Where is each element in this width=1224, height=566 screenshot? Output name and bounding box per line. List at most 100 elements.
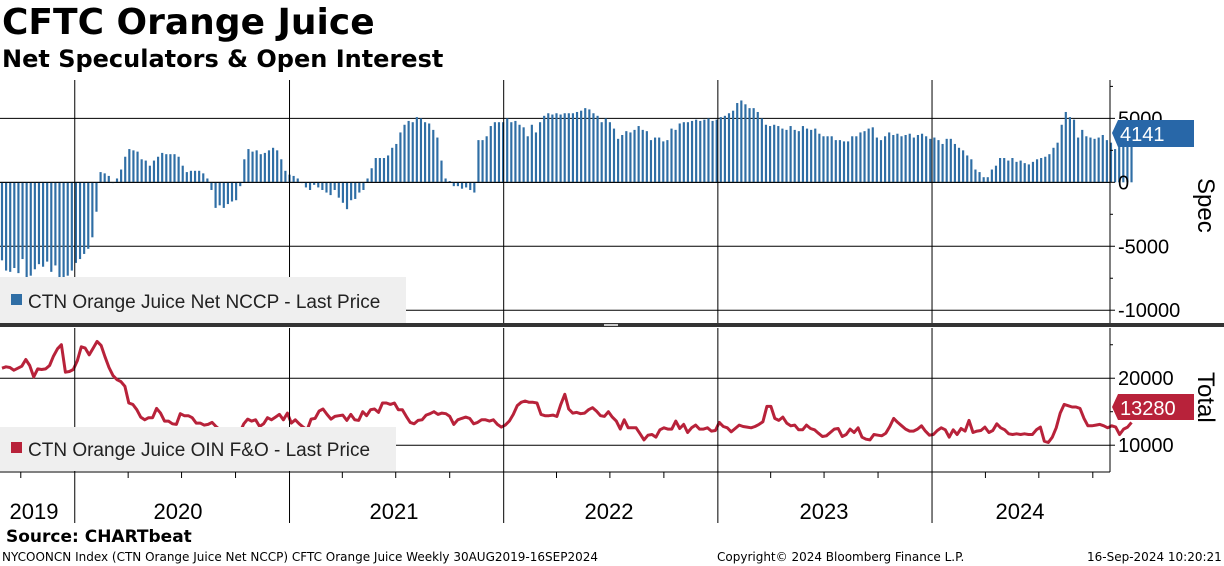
spec-bar [70, 182, 73, 271]
spec-bar [682, 122, 685, 183]
spec-bar [403, 124, 406, 183]
spec-bar [341, 182, 344, 203]
spec-bar [460, 182, 464, 189]
spec-bar [752, 108, 755, 183]
spec-bar [510, 122, 513, 183]
spec-bar [50, 182, 53, 272]
spec-bar [436, 137, 439, 183]
spec-bar [189, 170, 193, 183]
spec-bar [896, 133, 899, 183]
spec-bar [592, 113, 595, 183]
year-gridlines [0, 80, 1110, 523]
spec-bar [329, 182, 332, 196]
oi-tick-label: 10000 [1118, 435, 1174, 457]
spec-bar [5, 182, 8, 271]
spec-bar [382, 158, 386, 183]
spec-bar [165, 154, 168, 183]
spec-bar [140, 159, 143, 183]
spec-bar [66, 182, 69, 276]
spec-bar [699, 120, 702, 183]
chart-title: CFTC Orange Juice [2, 2, 375, 43]
spec-callout-shape [1112, 120, 1194, 147]
spec-bar [847, 141, 850, 183]
spec-last-value: 4141 [1120, 124, 1165, 146]
spec-bar [933, 137, 936, 183]
spec-bar [399, 132, 402, 183]
spec-bar [362, 182, 365, 190]
spec-bar [1114, 149, 1117, 183]
spec-bar [317, 182, 320, 188]
spec-bar [304, 182, 308, 188]
spec-bar [366, 178, 369, 183]
open-interest-line [1, 339, 1133, 444]
spec-bar [727, 113, 731, 183]
spec-bar [419, 118, 423, 183]
spec-bar [900, 136, 903, 183]
spec-bar [263, 152, 266, 183]
spec-bar [920, 133, 924, 183]
spec-bar [1023, 163, 1026, 183]
spec-bar [567, 113, 570, 183]
spec-bar [534, 132, 538, 183]
spec-bar [477, 140, 480, 183]
spec-bar [658, 137, 661, 183]
spec-bar [1060, 124, 1063, 183]
spec-bar [378, 158, 381, 183]
spec-bar [538, 122, 542, 183]
spec-bar [855, 136, 858, 183]
spec-bar [785, 129, 788, 183]
spec-bar [91, 182, 94, 238]
spec-bar [132, 150, 135, 183]
total-axis-title: Total [1192, 372, 1219, 423]
spec-bar [124, 156, 127, 183]
spec-bar [1044, 156, 1047, 183]
spec-bar [136, 151, 139, 183]
spec-bar [230, 182, 234, 202]
spec-bar [1027, 164, 1030, 183]
spec-bar [456, 182, 460, 187]
spec-bar [760, 118, 763, 183]
spec-bar [888, 132, 891, 183]
spec-bar [978, 172, 981, 183]
chart-subtitle: Net Speculators & Open Interest [2, 45, 444, 73]
spec-bar [452, 182, 455, 187]
spec-bar [793, 129, 796, 183]
spec-last-value-callout: 4141 [1112, 120, 1194, 147]
spec-bar [641, 129, 644, 183]
spec-bar [801, 126, 805, 183]
spec-bar [345, 182, 349, 210]
spec-bar [797, 131, 800, 183]
spec-bar [518, 124, 521, 183]
panel-separator-handle[interactable] [604, 324, 618, 326]
spec-bar [543, 115, 546, 183]
spec-bar [62, 182, 65, 284]
spec-bar [522, 127, 525, 183]
spec-bar [210, 182, 213, 190]
spec-bar [867, 128, 870, 183]
spec-bar [584, 108, 587, 183]
spec-bar [481, 140, 484, 183]
spec-bar [707, 118, 710, 183]
spec-bar [740, 100, 743, 183]
spec-bar [662, 141, 665, 183]
footer-copyright: Copyright© 2024 Bloomberg Finance L.P. [717, 550, 965, 564]
spec-bar [736, 103, 739, 183]
spec-bar [103, 173, 106, 183]
spec-bar [1052, 147, 1055, 183]
spec-bar [251, 151, 254, 183]
legend-oi-label: CTN Orange Juice OIN F&O - Last Price [28, 440, 370, 461]
spec-bar [350, 182, 353, 201]
spec-bar [970, 159, 973, 183]
spec-bar [949, 138, 952, 183]
spec-bar [723, 115, 726, 183]
spec-bar [514, 120, 517, 183]
spec-bar [588, 109, 591, 183]
spec-bar [851, 136, 854, 183]
spec-bar [214, 182, 217, 208]
oi-callout-shape [1112, 394, 1194, 420]
spec-bar [374, 158, 377, 183]
spec-bar [604, 118, 607, 183]
spec-bar [571, 113, 575, 183]
spec-bar [489, 126, 492, 183]
spec-bar [555, 113, 558, 183]
